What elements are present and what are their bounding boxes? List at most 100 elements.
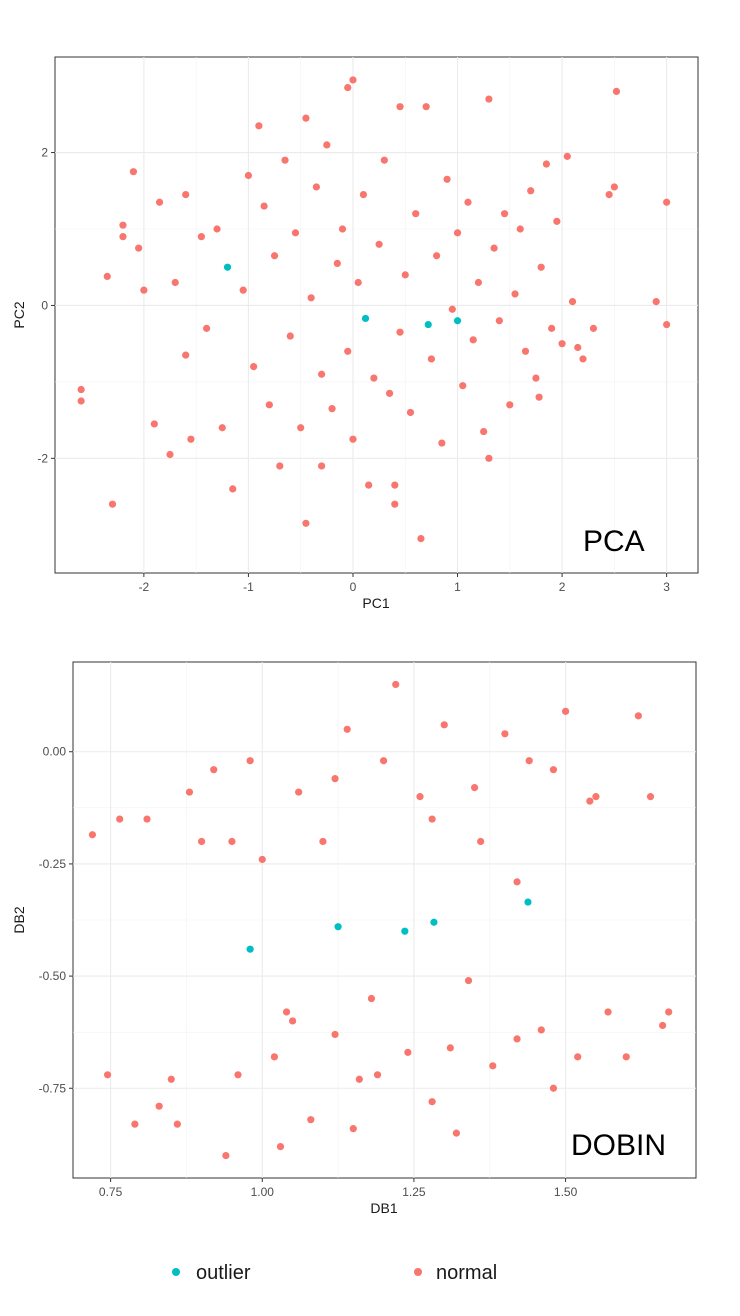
pca-normal-point — [459, 382, 467, 390]
dobin-normal-point — [574, 1053, 582, 1061]
pca-normal-point — [291, 229, 300, 237]
dobin-normal-point — [276, 1142, 285, 1151]
pca-normal-point — [318, 462, 326, 470]
dobin-normal-point — [307, 1116, 315, 1124]
pca-normal-point — [542, 160, 550, 168]
pca-x-tick-label: -1 — [243, 580, 254, 594]
pca-normal-point — [203, 324, 211, 332]
dobin-normal-point — [131, 1120, 139, 1128]
pca-normal-point — [506, 401, 514, 409]
pca-normal-point — [250, 363, 258, 371]
pca-y-tick-label: -2 — [37, 451, 48, 465]
pca-normal-point — [663, 198, 671, 206]
dobin-normal-point — [659, 1021, 667, 1030]
pca-outlier-point — [223, 263, 232, 271]
pca-x-ticks: -2 -1 0 1 2 3 — [139, 573, 670, 594]
legend-normal-swatch — [414, 1268, 422, 1276]
dobin-x-tick-label: 1.50 — [554, 1185, 578, 1199]
pca-normal-point — [338, 225, 347, 233]
pca-normal-point — [140, 286, 148, 294]
dobin-normal-point — [513, 1035, 521, 1043]
dobin-normal-point — [185, 788, 194, 796]
pca-normal-point — [182, 351, 190, 359]
pca-y-tick-label: 2 — [41, 146, 48, 160]
pca-y-axis-label: PC2 — [11, 301, 27, 328]
pca-normal-point — [302, 519, 310, 527]
pca-normal-point — [417, 535, 425, 543]
pca-normal-point — [103, 272, 111, 280]
dobin-normal-point — [592, 793, 600, 801]
pca-normal-point — [490, 244, 498, 252]
dobin-normal-point — [477, 837, 485, 846]
pca-normal-point — [187, 435, 195, 443]
pca-outlier-point — [361, 314, 370, 323]
dobin-normal-point — [646, 793, 655, 801]
pca-normal-point — [563, 152, 571, 160]
dobin-x-tick-label: 0.75 — [99, 1185, 123, 1199]
dobin-panel: 0.75 1.00 1.25 1.50 -0.75 -0.50 -0.25 0.00 DB1… — [11, 661, 697, 1216]
pca-outlier-point — [424, 320, 432, 329]
dobin-outlier-point — [430, 918, 438, 926]
dobin-normal-point — [173, 1120, 181, 1128]
pca-normal-point — [281, 156, 289, 164]
pca-normal-point — [108, 500, 117, 508]
pca-normal-point — [260, 202, 268, 210]
pca-normal-point — [244, 171, 253, 180]
dobin-x-ticks: 0.75 1.00 1.25 1.50 — [99, 1178, 578, 1199]
dobin-normal-point — [440, 721, 448, 729]
pca-normal-point — [344, 83, 352, 92]
pca-normal-point — [385, 389, 394, 397]
dobin-normal-point — [428, 1098, 436, 1106]
dobin-normal-point — [355, 1075, 363, 1083]
pca-normal-point — [610, 183, 618, 191]
dobin-normal-point — [373, 1071, 382, 1079]
pca-normal-point — [537, 263, 545, 271]
pca-panel-title: PCA — [583, 525, 645, 558]
pca-normal-point — [485, 95, 493, 103]
dobin-normal-point — [295, 788, 303, 796]
pca-normal-point — [286, 332, 294, 340]
dobin-normal-point — [270, 1053, 278, 1061]
dobin-normal-point — [379, 757, 388, 765]
dobin-normal-point — [222, 1151, 230, 1160]
pca-normal-point — [354, 278, 362, 287]
dobin-normal-point — [349, 1125, 357, 1133]
dobin-normal-point — [665, 1008, 673, 1016]
dobin-normal-point — [198, 837, 206, 846]
pca-normal-point — [612, 87, 621, 95]
pca-normal-point — [270, 252, 279, 260]
pca-normal-point — [349, 76, 357, 84]
pca-normal-point — [328, 405, 336, 413]
dobin-normal-point — [501, 730, 509, 738]
dobin-normal-point — [343, 725, 351, 733]
pca-normal-point — [443, 175, 451, 183]
dobin-normal-point — [319, 837, 327, 846]
dobin-normal-point — [586, 797, 594, 805]
pca-normal-point — [391, 481, 399, 489]
pca-gridlines — [55, 57, 698, 573]
pca-x-axis-label: PC1 — [362, 595, 389, 611]
pca-normal-point — [589, 324, 598, 332]
pca-x-tick-label: 0 — [350, 580, 357, 594]
dobin-normal-point — [143, 815, 151, 823]
pca-normal-point — [344, 347, 352, 355]
pca-normal-point — [527, 187, 535, 195]
pca-normal-point — [239, 286, 247, 294]
pca-normal-point — [422, 103, 430, 111]
dobin-normal-point — [464, 976, 473, 985]
pca-y-ticks: -2 0 2 — [37, 146, 55, 465]
dobin-normal-point — [228, 837, 236, 846]
pca-normal-point — [375, 240, 383, 248]
pca-normal-point — [495, 317, 503, 325]
dobin-outlier-point — [246, 945, 254, 953]
pca-normal-point — [652, 298, 660, 306]
dobin-panel-title: DOBIN — [571, 1129, 666, 1162]
pca-normal-point — [474, 278, 483, 287]
pca-normal-point — [433, 252, 441, 260]
dobin-normal-point — [210, 766, 218, 774]
pca-normal-point — [171, 278, 179, 287]
pca-normal-point — [605, 191, 613, 199]
dobin-normal-point — [288, 1017, 297, 1025]
pca-plot-area — [54, 56, 699, 574]
